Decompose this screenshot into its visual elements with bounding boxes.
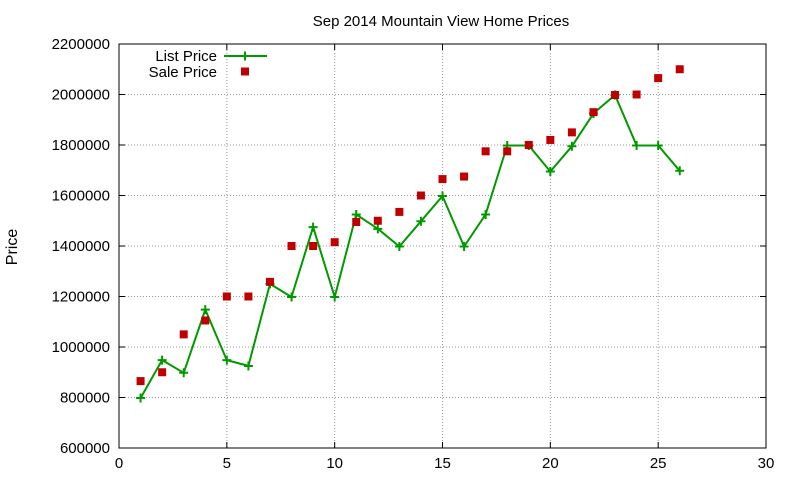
data-point-sale-price — [546, 135, 555, 144]
data-point-list-price — [308, 222, 318, 232]
y-tick-label: 1400000 — [52, 238, 110, 255]
data-point-list-price — [567, 141, 577, 151]
y-tick-label: 1600000 — [52, 188, 110, 205]
data-point-sale-price — [416, 191, 425, 200]
legend-marker-sale-price — [241, 67, 249, 76]
data-point-list-price — [222, 355, 232, 365]
data-point-sale-price — [395, 207, 404, 216]
data-point-sale-price — [675, 65, 684, 74]
series-sale-price — [136, 65, 684, 386]
y-tick-label: 800000 — [60, 390, 110, 407]
data-point-sale-price — [373, 216, 382, 225]
x-tick-label: 10 — [326, 455, 343, 472]
data-point-sale-price — [158, 368, 167, 377]
legend: List Price Sale Price — [149, 48, 267, 81]
y-tick-label: 1000000 — [52, 339, 110, 356]
data-point-sale-price — [265, 277, 274, 286]
data-point-list-price — [136, 393, 146, 403]
data-point-sale-price — [460, 172, 469, 181]
legend-label-sale-price: Sale Price — [149, 64, 217, 81]
data-point-list-price — [351, 209, 361, 219]
y-tick-label: 2000000 — [52, 87, 110, 104]
x-tick-label: 30 — [758, 455, 775, 472]
data-point-list-price — [459, 242, 469, 252]
data-point-list-price — [675, 166, 685, 176]
data-point-sale-price — [330, 238, 339, 247]
data-point-list-price — [287, 292, 297, 302]
y-tick-label: 1200000 — [52, 289, 110, 306]
data-point-list-price — [157, 355, 167, 365]
legend-marker-list-price — [240, 51, 250, 61]
data-point-sale-price — [179, 330, 188, 339]
data-point-list-price — [394, 242, 404, 252]
data-point-sale-price — [503, 147, 512, 156]
x-tick-label: 15 — [434, 455, 451, 472]
y-tick-label: 2200000 — [52, 36, 110, 53]
series-layer — [136, 65, 685, 403]
legend-label-list-price: List Price — [155, 48, 217, 65]
data-point-sale-price — [481, 147, 490, 156]
data-point-sale-price — [524, 141, 533, 149]
data-point-sale-price — [567, 128, 576, 137]
data-point-list-price — [481, 209, 491, 219]
data-point-sale-price — [352, 218, 361, 227]
x-tick-label: 5 — [223, 455, 231, 472]
data-point-list-price — [632, 141, 642, 151]
data-point-sale-price — [201, 316, 210, 325]
data-point-sale-price — [287, 242, 296, 250]
data-point-sale-price — [309, 242, 318, 250]
data-point-list-price — [416, 216, 426, 226]
data-point-sale-price — [654, 74, 663, 83]
series-list-price — [136, 90, 685, 403]
data-point-sale-price — [244, 292, 253, 301]
data-point-sale-price — [611, 91, 620, 100]
y-tick-label: 600000 — [60, 440, 110, 457]
axis-ticks: 600000 800000 1000000 1200000 1400000 1600000… — [52, 36, 775, 472]
grid-lines — [119, 44, 766, 448]
data-point-sale-price — [632, 90, 641, 99]
x-tick-label: 20 — [542, 455, 559, 472]
data-point-list-price — [243, 361, 253, 371]
data-point-list-price — [330, 292, 340, 302]
data-point-sale-price — [222, 292, 231, 301]
x-tick-label: 25 — [650, 455, 667, 472]
data-point-list-price — [200, 305, 210, 315]
x-tick-label: 0 — [115, 455, 123, 472]
data-point-list-price — [653, 141, 663, 151]
y-axis-label: Price — [4, 229, 21, 266]
data-point-list-price — [545, 167, 555, 177]
data-point-sale-price — [589, 108, 598, 117]
data-point-sale-price — [136, 377, 145, 386]
y-tick-label: 1800000 — [52, 137, 110, 154]
data-point-list-price — [438, 191, 447, 201]
data-point-list-price — [373, 224, 383, 234]
data-point-sale-price — [438, 175, 447, 184]
data-point-list-price — [179, 368, 189, 378]
chart-title: Sep 2014 Mountain View Home Prices — [313, 13, 570, 30]
